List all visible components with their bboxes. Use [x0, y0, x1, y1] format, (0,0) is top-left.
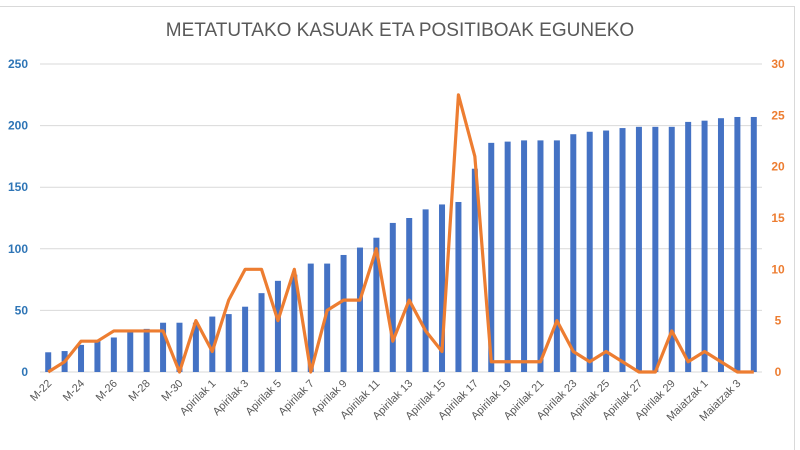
- bar: [471, 168, 478, 372]
- bar: [307, 263, 314, 372]
- chart-frame: [0, 6, 795, 450]
- right-axis-tick: 10: [771, 262, 785, 276]
- bar: [389, 222, 396, 372]
- x-axis-tick: M-22: [28, 378, 54, 404]
- right-axis-tick: 30: [771, 57, 785, 71]
- bar: [504, 141, 511, 372]
- bar: [717, 118, 724, 372]
- x-axis-tick: M-24: [61, 378, 87, 404]
- left-axis-tick: 100: [8, 242, 28, 256]
- bar: [619, 128, 626, 372]
- bar: [488, 142, 495, 372]
- left-axis-tick: 250: [8, 57, 28, 71]
- chart-title: METATUTAKO KASUAK ETA POSITIBOAK EGUNEKO: [165, 20, 635, 41]
- bar: [373, 237, 380, 372]
- bar: [685, 121, 692, 373]
- bar: [570, 134, 577, 372]
- bar: [750, 116, 757, 372]
- bar: [553, 140, 560, 372]
- right-axis-tick: 15: [771, 211, 785, 225]
- right-axis-tick: 0: [775, 365, 782, 379]
- bar: [258, 293, 265, 372]
- bar: [734, 116, 741, 372]
- bar: [94, 339, 101, 372]
- bar: [324, 263, 331, 372]
- bar: [45, 352, 52, 372]
- bar: [110, 337, 117, 372]
- bar: [603, 130, 610, 372]
- bar: [242, 306, 249, 372]
- bar: [586, 131, 593, 372]
- bar: [652, 126, 659, 372]
- x-axis-tick: M-28: [127, 378, 153, 404]
- left-axis-tick: 200: [8, 119, 28, 133]
- left-axis-tick: 0: [21, 365, 28, 379]
- bar: [274, 280, 281, 372]
- bar: [701, 120, 708, 372]
- bar: [176, 322, 183, 372]
- bar: [537, 140, 544, 372]
- bar: [143, 328, 150, 372]
- bar: [439, 204, 446, 372]
- bar: [209, 316, 216, 372]
- bar: [422, 209, 429, 372]
- right-axis-tick: 25: [771, 108, 785, 122]
- bar: [668, 126, 675, 372]
- bar: [356, 247, 363, 372]
- bar: [455, 201, 462, 372]
- bar: [192, 322, 199, 372]
- bar: [160, 322, 167, 372]
- bar: [127, 331, 134, 372]
- right-axis-tick: 5: [775, 314, 782, 328]
- positives-line: [47, 93, 754, 374]
- x-axis-tick: M-26: [94, 378, 120, 404]
- left-axis-tick: 50: [15, 303, 29, 317]
- bar: [225, 314, 232, 372]
- bar: [521, 140, 528, 372]
- bar: [78, 344, 85, 372]
- x-axis-tick: M-30: [159, 378, 185, 404]
- bar: [291, 274, 298, 372]
- bar: [340, 254, 347, 372]
- right-axis-tick: 20: [771, 160, 785, 174]
- bar: [635, 126, 642, 372]
- left-axis-tick: 150: [8, 180, 28, 194]
- bar: [406, 218, 413, 372]
